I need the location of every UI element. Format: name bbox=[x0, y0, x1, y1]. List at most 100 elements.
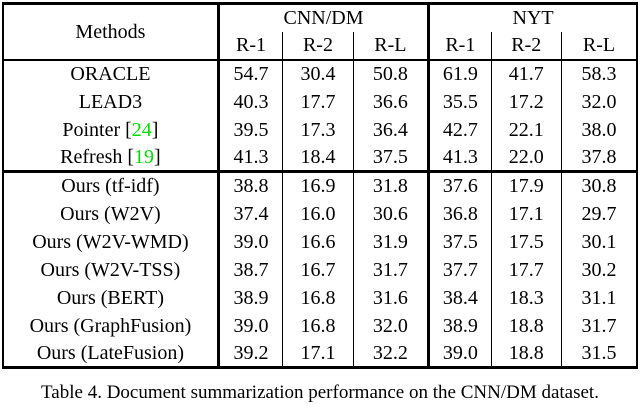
metric-value: 61.9 bbox=[427, 59, 492, 88]
metric-value: 31.8 bbox=[352, 171, 429, 200]
metric-value: 17.2 bbox=[490, 87, 562, 116]
metric-value: 40.3 bbox=[216, 87, 283, 116]
metric-value: 16.0 bbox=[282, 199, 354, 228]
metric-value: 39.0 bbox=[427, 339, 492, 368]
metric-value: 18.8 bbox=[490, 339, 562, 368]
table-row: Ours (tf-idf) 38.8 16.9 31.8 37.6 17.9 30.8 bbox=[3, 171, 637, 200]
subcolumn-header-row: R-1 R-2 R-L R-1 R-2 R-L bbox=[3, 31, 637, 61]
metric-value: 39.0 bbox=[216, 227, 283, 256]
metric-value: 30.2 bbox=[560, 255, 637, 284]
metric-value: 31.7 bbox=[352, 255, 429, 284]
metric-value: 30.6 bbox=[352, 199, 429, 228]
method-name: ORACLE bbox=[70, 63, 151, 85]
metric-value: 32.2 bbox=[352, 339, 429, 368]
metric-value: 32.0 bbox=[560, 87, 637, 116]
table-row: Ours (GraphFusion) 39.0 16.8 32.0 38.9 18.8 31… bbox=[3, 311, 637, 340]
metric-value: 22.1 bbox=[490, 115, 562, 144]
metric-value: 38.7 bbox=[216, 255, 283, 284]
metric-value: 37.5 bbox=[427, 227, 492, 256]
metric-value: 16.8 bbox=[282, 283, 354, 312]
table-row: Ours (BERT) 38.9 16.8 31.6 38.4 18.3 31.1 bbox=[3, 283, 637, 312]
metric-value: 18.4 bbox=[282, 143, 354, 172]
metric-value: 41.3 bbox=[216, 143, 283, 172]
col-header-cnndm-rl: R-L bbox=[352, 31, 429, 61]
metric-value: 41.7 bbox=[490, 59, 562, 88]
metric-value: 38.9 bbox=[427, 311, 492, 340]
metric-value: 31.6 bbox=[352, 283, 429, 312]
table-caption: Table 4. Document summarization performa… bbox=[41, 382, 599, 403]
method-name: Ours (tf-idf) bbox=[61, 175, 160, 198]
metric-value: 38.9 bbox=[216, 283, 283, 312]
metric-value: 30.8 bbox=[560, 171, 637, 200]
citation-link[interactable]: 24 bbox=[131, 118, 152, 141]
metric-value: 16.9 bbox=[282, 171, 354, 200]
metric-value: 38.4 bbox=[427, 283, 492, 312]
metric-value: 39.2 bbox=[216, 339, 283, 368]
metric-value: 16.8 bbox=[282, 311, 354, 340]
table-row: Refresh [19] 41.3 18.4 37.5 41.3 22.0 37.8 bbox=[3, 143, 637, 172]
col-header-nyt-r2: R-2 bbox=[490, 31, 562, 61]
method-name: LEAD3 bbox=[78, 90, 143, 113]
metric-value: 41.3 bbox=[427, 143, 492, 172]
metric-value: 31.1 bbox=[560, 283, 637, 312]
metric-value: 17.1 bbox=[282, 339, 354, 368]
table-row: Ours (W2V-WMD) 39.0 16.6 31.9 37.5 17.5 30.1 bbox=[3, 227, 637, 256]
metric-value: 17.3 bbox=[282, 115, 354, 144]
group-header-cnndm: CNN/DM bbox=[216, 3, 429, 32]
col-header-cnndm-r2: R-2 bbox=[282, 31, 354, 61]
table-row: Ours (LateFusion) 39.2 17.1 32.2 39.0 18.8 31.… bbox=[3, 339, 637, 368]
metric-value: 31.5 bbox=[560, 339, 637, 368]
metric-value: 39.0 bbox=[216, 311, 283, 340]
metric-value: 36.4 bbox=[352, 115, 429, 144]
method-name: Pointer [24] bbox=[62, 118, 159, 141]
group-header-nyt: NYT bbox=[427, 3, 637, 32]
metric-value: 17.1 bbox=[490, 199, 562, 228]
metric-value: 37.7 bbox=[427, 255, 492, 284]
metric-value: 18.3 bbox=[490, 283, 562, 312]
metric-value: 38.8 bbox=[216, 171, 283, 200]
metric-value: 35.5 bbox=[427, 87, 492, 116]
table-row: LEAD3 40.3 17.7 36.6 35.5 17.2 32.0 bbox=[3, 87, 637, 116]
metric-value: 29.7 bbox=[560, 199, 637, 228]
metric-value: 38.0 bbox=[560, 115, 637, 144]
metric-value: 36.6 bbox=[352, 87, 429, 116]
table-row: Ours (W2V) 37.4 16.0 30.6 36.8 17.1 29.7 bbox=[3, 199, 637, 228]
method-name: Ours (GraphFusion) bbox=[29, 314, 192, 337]
ours-rows: Ours (tf-idf) 38.8 16.9 31.8 37.6 17.9 30.8 Our… bbox=[3, 171, 637, 368]
table-row: Pointer [24] 39.5 17.3 36.4 42.7 22.1 38.0 bbox=[3, 115, 637, 144]
col-header-cnndm-r1: R-1 bbox=[216, 31, 283, 61]
metric-value: 37.8 bbox=[560, 143, 637, 172]
method-name: Ours (W2V) bbox=[60, 202, 161, 225]
col-header-nyt-rl: R-L bbox=[560, 31, 637, 61]
baseline-rows: ORACLE 54.7 30.4 50.8 61.9 41.7 58.3 LEAD3 40.3 1… bbox=[3, 59, 637, 172]
metric-value: 32.0 bbox=[352, 311, 429, 340]
method-name: Refresh [19] bbox=[60, 145, 161, 168]
col-header-nyt-r1: R-1 bbox=[427, 31, 492, 61]
method-name: Ours (W2V-WMD) bbox=[32, 230, 189, 253]
metric-value: 16.6 bbox=[282, 227, 354, 256]
method-name: Ours (BERT) bbox=[56, 286, 164, 309]
metric-value: 18.8 bbox=[490, 311, 562, 340]
methods-column-header: Methods bbox=[3, 3, 219, 61]
metric-value: 17.9 bbox=[490, 171, 562, 200]
metric-value: 31.7 bbox=[560, 311, 637, 340]
metric-value: 39.5 bbox=[216, 115, 283, 144]
metric-value: 37.5 bbox=[352, 143, 429, 172]
citation-link[interactable]: 19 bbox=[134, 145, 155, 168]
metric-value: 54.7 bbox=[216, 59, 283, 88]
metric-value: 37.4 bbox=[216, 199, 283, 228]
method-name: Ours (W2V-TSS) bbox=[40, 258, 181, 281]
metric-value: 30.4 bbox=[282, 59, 354, 88]
metric-value: 36.8 bbox=[427, 199, 492, 228]
table-header: Methods CNN/DM NYT R-1 R-2 R-L R-1 R-2 R… bbox=[3, 3, 637, 61]
metric-value: 42.7 bbox=[427, 115, 492, 144]
group-header-row: Methods CNN/DM NYT bbox=[3, 3, 637, 61]
metric-value: 16.7 bbox=[282, 255, 354, 284]
metric-value: 17.5 bbox=[490, 227, 562, 256]
metric-value: 17.7 bbox=[282, 87, 354, 116]
results-table: Methods CNN/DM NYT R-1 R-2 R-L R-1 R-2 R… bbox=[2, 2, 638, 369]
metric-value: 58.3 bbox=[560, 59, 637, 88]
metric-value: 17.7 bbox=[490, 255, 562, 284]
method-name: Ours (LateFusion) bbox=[36, 341, 185, 364]
